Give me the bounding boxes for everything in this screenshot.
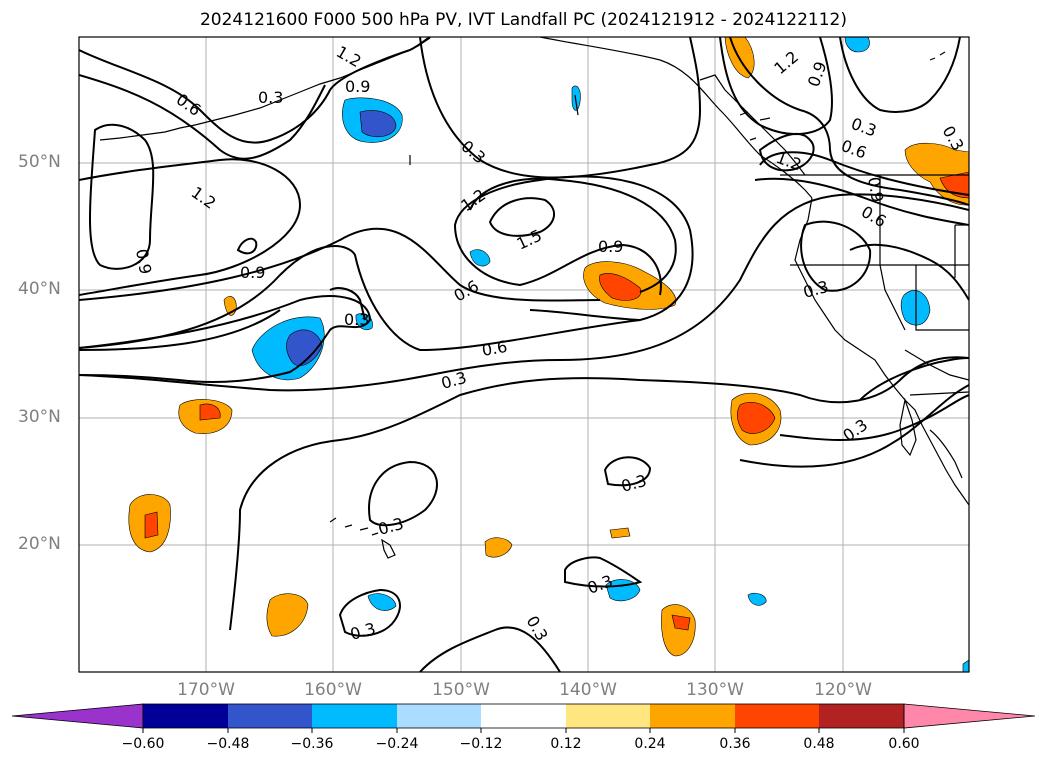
svg-text:0.3: 0.3 bbox=[258, 88, 283, 107]
gridlines bbox=[79, 37, 969, 672]
svg-text:0.3: 0.3 bbox=[849, 114, 879, 141]
svg-text:0.9: 0.9 bbox=[864, 175, 887, 203]
svg-text:1.2: 1.2 bbox=[188, 183, 220, 213]
svg-text:0.9: 0.9 bbox=[132, 247, 155, 275]
plot-title: 2024121600 F000 500 hPa PV, IVT Landfall… bbox=[199, 10, 847, 30]
svg-text:0.6: 0.6 bbox=[173, 90, 205, 120]
svg-text:0.6: 0.6 bbox=[480, 337, 508, 360]
svg-text:0.3: 0.3 bbox=[619, 471, 649, 496]
lat-label-50n: 50°N bbox=[18, 152, 61, 172]
lat-label-20n: 20°N bbox=[18, 534, 61, 554]
lon-label-150w: 150°W bbox=[432, 680, 490, 700]
colorbar-tick-label: 0.36 bbox=[719, 736, 751, 752]
shaded-anomalies bbox=[128, 37, 969, 672]
lon-label-130w: 130°W bbox=[686, 680, 744, 700]
colorbar-tick-label: −0.60 bbox=[121, 736, 165, 752]
svg-text:0.3: 0.3 bbox=[348, 619, 378, 644]
colorbar-tick-label: 0.48 bbox=[803, 736, 835, 752]
lon-label-170w: 170°W bbox=[177, 680, 235, 700]
svg-text:0.9: 0.9 bbox=[598, 237, 623, 256]
colorbar bbox=[11, 703, 1036, 733]
colorbar-tick-label: 0.24 bbox=[634, 736, 666, 752]
svg-text:0.6: 0.6 bbox=[858, 202, 890, 231]
svg-text:0.3: 0.3 bbox=[344, 310, 369, 329]
svg-text:0.3: 0.3 bbox=[376, 514, 406, 539]
colorbar-tick-label: 0.12 bbox=[550, 736, 582, 752]
lon-label-140w: 140°W bbox=[559, 680, 617, 700]
colorbar-extend-low bbox=[11, 703, 144, 729]
svg-text:1.2: 1.2 bbox=[333, 42, 365, 71]
colorbar-tick-label: −0.12 bbox=[459, 736, 503, 752]
map-frame bbox=[78, 36, 970, 673]
svg-text:0.9: 0.9 bbox=[240, 263, 265, 282]
pv-contours bbox=[79, 37, 969, 672]
svg-text:0.9: 0.9 bbox=[345, 77, 370, 96]
colorbar-tick-label: −0.24 bbox=[375, 736, 419, 752]
lat-label-40n: 40°N bbox=[18, 279, 61, 299]
colorbar-extend-high bbox=[903, 703, 1036, 729]
colorbar-tick-label: −0.36 bbox=[290, 736, 334, 752]
lat-label-30n: 30°N bbox=[18, 407, 61, 427]
svg-text:0.3: 0.3 bbox=[523, 613, 552, 645]
svg-text:1.5: 1.5 bbox=[514, 226, 545, 254]
lon-label-160w: 160°W bbox=[304, 680, 362, 700]
lon-label-120w: 120°W bbox=[814, 680, 872, 700]
svg-text:1.2: 1.2 bbox=[770, 47, 802, 78]
colorbar-tick-label: 0.60 bbox=[888, 736, 920, 752]
coastlines bbox=[99, 37, 969, 559]
colorbar-tick-label: −0.48 bbox=[206, 736, 250, 752]
